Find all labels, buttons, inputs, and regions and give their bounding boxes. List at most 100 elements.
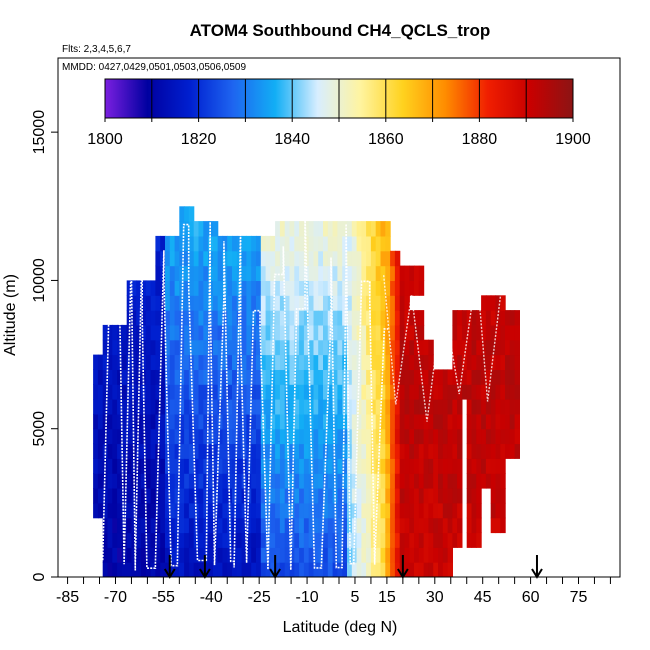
heatmap-cell (394, 517, 401, 534)
heatmap-cell (514, 443, 520, 459)
heatmap-cell (212, 265, 219, 281)
heatmap-cell (174, 339, 180, 356)
heatmap-cell (356, 295, 362, 311)
heatmap-cell (356, 339, 362, 356)
heatmap-cell (232, 562, 238, 577)
heatmap-cell (232, 384, 238, 400)
heatmap-cell (131, 502, 137, 519)
heatmap-cell (93, 384, 99, 400)
heatmap-cell (404, 473, 410, 489)
heatmap-cell (385, 295, 391, 311)
heatmap-cell (414, 384, 420, 400)
heatmap-cell (294, 488, 300, 504)
heatmap-cell (136, 443, 142, 459)
heatmap-cell (256, 458, 262, 474)
heatmap-cell (241, 354, 247, 370)
heatmap-cell (145, 295, 152, 311)
heatmap-cell (294, 354, 300, 370)
x-axis-label: Latitude (deg N) (283, 619, 398, 636)
heatmap-cell (169, 443, 176, 459)
heatmap-cell (236, 250, 243, 267)
heatmap-cell (337, 517, 343, 534)
heatmap-cell (361, 443, 367, 459)
heatmap-cell (327, 532, 334, 548)
heatmap-cell (299, 221, 305, 237)
heatmap-cell (370, 458, 377, 474)
heatmap-cell (198, 443, 204, 459)
heatmap-cell (97, 473, 104, 489)
heatmap-cell (126, 488, 133, 504)
heatmap-cell (184, 250, 190, 267)
heatmap-cell (342, 250, 348, 267)
heatmap-cell (222, 547, 228, 563)
heatmap-cell (385, 413, 391, 430)
heatmap-cell (150, 428, 156, 445)
flight-tracks (101, 213, 504, 571)
heatmap-cell (342, 562, 348, 577)
heatmap-cell (337, 324, 343, 341)
heatmap-cell (275, 235, 281, 252)
heatmap-cell (409, 339, 415, 356)
heatmap-cell (485, 473, 492, 489)
heatmap-cell (332, 310, 338, 326)
heatmap-cell (97, 369, 104, 385)
heatmap-cell (323, 562, 329, 577)
heatmap-cell (222, 235, 228, 252)
heatmap-cell (150, 562, 156, 577)
heatmap-cell (313, 250, 319, 267)
heatmap-cell (251, 324, 257, 341)
heatmap-cell (414, 280, 420, 296)
heatmap-cell (251, 250, 257, 267)
heatmap-cell (313, 517, 319, 534)
profile-arrow-head (531, 568, 543, 579)
heatmap-cell (471, 354, 477, 370)
heatmap-cell (471, 369, 477, 385)
heatmap-cell (184, 413, 190, 430)
heatmap-cell (188, 399, 195, 415)
heatmap-cell (184, 443, 190, 459)
heatmap-cell (514, 428, 520, 445)
heatmap-cell (279, 280, 286, 296)
heatmap-cell (184, 399, 190, 415)
heatmap-cell (246, 250, 252, 267)
heatmap-cell (342, 324, 348, 341)
heatmap-cell (303, 473, 310, 489)
heatmap-cell (136, 473, 142, 489)
heatmap-cell (198, 265, 204, 281)
heatmap-cell (308, 265, 315, 281)
heatmap-cell (452, 324, 458, 341)
heatmap-cell (337, 369, 343, 385)
heatmap-cell (169, 295, 176, 311)
heatmap-cell (107, 384, 113, 400)
heatmap-cell (246, 384, 252, 400)
heatmap-cell (107, 547, 113, 563)
heatmap-cell (485, 295, 492, 311)
heatmap-cell (260, 324, 267, 341)
heatmap-cell (222, 339, 228, 356)
heatmap-cell (375, 428, 382, 445)
heatmap-cell (414, 428, 420, 445)
heatmap-cell (294, 369, 300, 385)
heatmap-cell (270, 443, 276, 459)
heatmap-cell (184, 280, 190, 296)
heatmap-cell (323, 547, 329, 563)
heatmap-cell (442, 502, 449, 519)
heatmap-cell (428, 562, 434, 577)
heatmap-cell (461, 369, 468, 385)
heatmap-cell (294, 473, 300, 489)
heatmap-cell (394, 413, 401, 430)
colorbar-tick-label: 1880 (462, 131, 498, 148)
heatmap-cell (198, 473, 204, 489)
heatmap-cell (390, 399, 396, 415)
heatmap-cell (169, 413, 176, 430)
heatmap-cell (428, 369, 434, 385)
heatmap-cell (236, 562, 243, 577)
heatmap-cell (418, 488, 425, 504)
heatmap-cell (222, 443, 228, 459)
heatmap-cell (409, 488, 415, 504)
flight-track (101, 213, 388, 571)
heatmap-cell (414, 339, 420, 356)
heatmap-cell (318, 413, 324, 430)
heatmap-cell (342, 235, 348, 252)
heatmap-cell (485, 399, 492, 415)
